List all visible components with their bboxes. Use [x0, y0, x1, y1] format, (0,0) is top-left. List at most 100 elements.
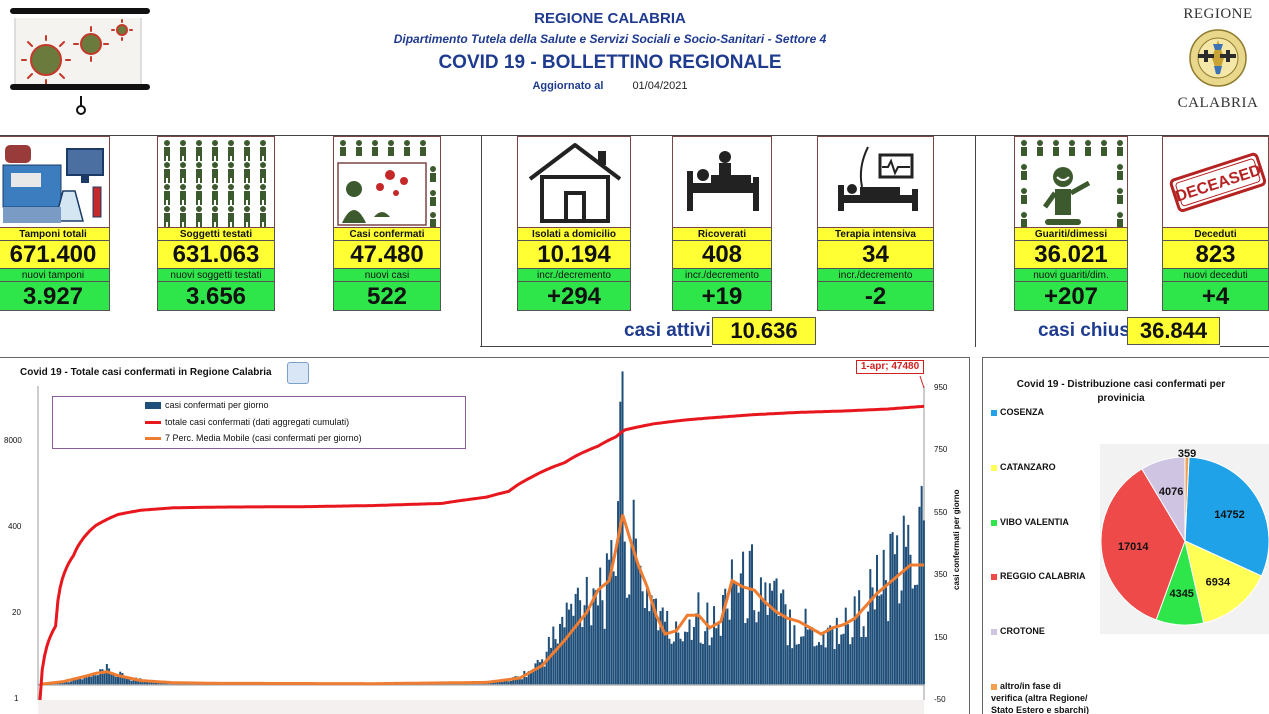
card-sub-label: nuovi deceduti — [1162, 269, 1269, 282]
daily-cases-bar — [588, 609, 591, 685]
daily-cases-bar — [672, 641, 675, 685]
department-name: Dipartimento Tutela della Salute e Servi… — [393, 32, 827, 46]
chart-title: Covid 19 - Totale casi confermati in Reg… — [20, 367, 272, 378]
daily-cases-bar — [759, 577, 762, 685]
y-left-tick: 8000 — [4, 436, 22, 445]
daily-cases-bar — [92, 674, 95, 685]
card-isolati: Isolati a domicilio 10.194 incr./decreme… — [517, 136, 631, 311]
cases-chart — [37, 371, 925, 714]
card-label: Ricoverati — [672, 228, 772, 241]
daily-cases-bar — [152, 682, 155, 685]
daily-cases-bar — [628, 594, 631, 685]
daily-cases-bar — [795, 644, 798, 685]
card-value: 408 — [672, 241, 772, 269]
daily-cases-bar — [541, 659, 544, 685]
daily-cases-bar — [846, 624, 849, 685]
card-label: Isolati a domicilio — [517, 228, 631, 241]
daily-cases-bar — [844, 607, 847, 685]
pie-slice — [1184, 540, 1263, 624]
daily-cases-bar — [829, 625, 832, 685]
region-name: REGIONE CALABRIA — [534, 10, 686, 27]
card-tamponi: Tamponi totali 671.400 nuovi tamponi 3.9… — [0, 136, 110, 311]
daily-cases-bar — [737, 592, 740, 685]
daily-cases-bar — [99, 669, 102, 685]
card-value: 823 — [1162, 241, 1269, 269]
card-sub-label: incr./decremento — [817, 269, 934, 282]
card-value: 34 — [817, 241, 934, 269]
daily-cases-bar — [545, 651, 548, 685]
monitor-bottom-bar — [10, 84, 150, 90]
daily-cases-bar — [659, 611, 662, 685]
daily-cases-bar — [739, 573, 742, 685]
card-ricoverati: Ricoverati 408 incr./decremento +19 — [672, 136, 772, 311]
y-right-axis-title: casi confermati per giorno — [952, 489, 961, 590]
daily-cases-bar — [148, 682, 151, 685]
updated-label: Aggiornato al — [532, 80, 604, 92]
daily-cases-bar — [775, 578, 778, 685]
y-left-tick: 400 — [8, 522, 22, 531]
daily-cases-bar — [565, 602, 568, 685]
pie-slice — [1184, 456, 1269, 577]
daily-cases-bar — [688, 619, 691, 685]
daily-cases-bar — [500, 682, 503, 685]
daily-cases-bar — [764, 582, 767, 685]
y-right-tick: 750 — [934, 445, 948, 454]
card-deceduti: DECEASED Deceduti 823 nuovi deceduti +4 — [1162, 136, 1269, 311]
daily-cases-bar — [867, 611, 870, 685]
daily-cases-bar — [820, 644, 823, 685]
daily-cases-bar — [916, 584, 919, 685]
closed-cases-label: casi chiusi — [1038, 320, 1136, 341]
virus-screen — [14, 18, 142, 90]
y-right-tick: -50 — [934, 695, 946, 704]
daily-cases-bar — [590, 625, 593, 685]
daily-cases-bar — [677, 632, 680, 685]
card-sub-label: nuovi soggetti testati — [157, 269, 275, 282]
daily-cases-bar — [735, 582, 738, 685]
pie-chart-area: 14752 6934 4345 17014 4076 359 — [1100, 444, 1269, 634]
daily-cases-bar — [614, 575, 617, 685]
daily-cases-bar — [146, 681, 149, 685]
daily-cases-bar — [74, 677, 77, 685]
hospital-bed-icon — [672, 136, 772, 228]
daily-cases-bar — [527, 671, 530, 685]
daily-cases-bar — [503, 679, 506, 685]
daily-cases-bar — [619, 401, 622, 685]
daily-cases-bar — [529, 673, 533, 685]
cumulative-cases-line — [38, 404, 925, 701]
daily-cases-bar — [514, 676, 517, 685]
daily-cases-bar — [804, 608, 807, 685]
daily-cases-bar — [715, 628, 718, 685]
card-label: Casi confermati — [333, 228, 441, 241]
daily-cases-bar — [494, 682, 497, 685]
daily-cases-bar — [646, 587, 649, 685]
daily-cases-bar — [554, 639, 557, 685]
daily-cases-bar — [608, 559, 611, 685]
card-value: 631.063 — [157, 241, 275, 269]
active-cases-label: casi attivi — [624, 320, 711, 341]
daily-cases-bar — [889, 533, 892, 685]
daily-cases-bar — [699, 642, 702, 685]
daily-cases-bar — [154, 682, 157, 685]
pie-title: Covid 19 - Distribuzione casi confermati… — [1016, 379, 1226, 404]
region-logo: REGIONE CALABRIA — [1170, 6, 1266, 114]
daily-cases-bar — [648, 611, 651, 685]
daily-cases-bar — [913, 585, 916, 685]
daily-cases-bar — [842, 633, 845, 685]
daily-cases-bar — [882, 549, 885, 685]
daily-cases-bar — [101, 669, 104, 685]
daily-cases-bar — [594, 590, 597, 685]
daily-cases-bar — [509, 680, 512, 685]
daily-cases-bar — [85, 677, 88, 685]
card-value: 10.194 — [517, 241, 631, 269]
daily-cases-bar — [123, 676, 126, 685]
daily-cases-bar — [72, 680, 75, 685]
daily-cases-bar — [768, 583, 771, 685]
daily-cases-bar — [876, 554, 879, 685]
house-icon — [517, 136, 631, 228]
daily-cases-bar — [708, 645, 711, 685]
daily-cases-bar — [521, 679, 524, 685]
daily-cases-bar — [81, 679, 84, 685]
pie-legend-catanzaro: CATANZARO — [991, 462, 1056, 472]
daily-cases-bar — [599, 567, 602, 685]
daily-cases-bar — [574, 593, 577, 685]
